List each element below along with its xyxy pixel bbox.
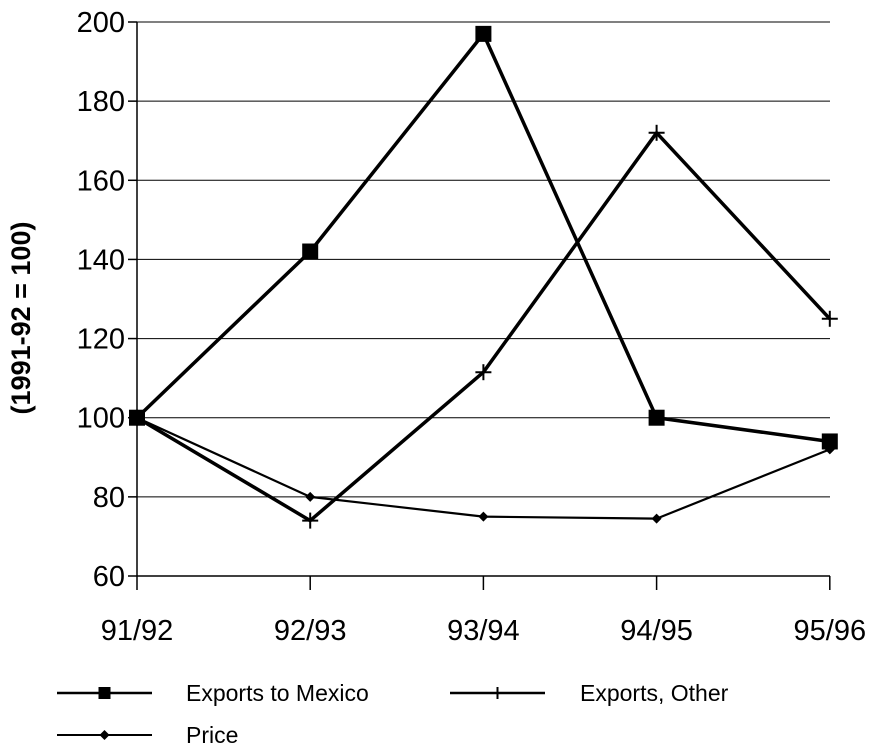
y-axis-title: (1991-92 = 100) — [6, 222, 36, 415]
y-tick-label-100: 100 — [77, 403, 125, 435]
legend-label-2: Price — [186, 722, 238, 748]
series-markers — [129, 25, 838, 529]
x-tick-labels: 91/92 92/93 93/94 94/95 95/96 — [101, 615, 866, 647]
series-0-point-1 — [302, 243, 319, 260]
y-tick-label-60: 60 — [93, 561, 125, 593]
series-line-2 — [136, 416, 831, 520]
gridlines — [137, 21, 830, 498]
x-tick-label-1: 92/93 — [274, 615, 347, 647]
series-2-point-3 — [651, 513, 662, 524]
series-0-point-4 — [821, 433, 838, 450]
series-2-point-4 — [824, 444, 835, 455]
series-2-point-0 — [132, 412, 142, 423]
series-1-point-1 — [302, 512, 319, 529]
y-tick-label-200: 200 — [77, 7, 125, 39]
axes — [128, 21, 831, 590]
series-1-point-2 — [475, 364, 492, 381]
series-line-1 — [136, 131, 832, 523]
x-tick-label-0: 91/92 — [101, 615, 174, 647]
y-tick-label-160: 160 — [77, 165, 125, 197]
legend-marker-2 — [99, 730, 110, 740]
series-0-point-3 — [648, 409, 665, 426]
series-1-point-3 — [648, 124, 665, 141]
y-tick-labels: 60 80 100 120 140 160 180 200 — [77, 7, 125, 593]
y-tick-label-80: 80 — [93, 482, 125, 514]
legend: Exports to Mexico Exports, Other Price — [57, 680, 729, 748]
series-2-point-1 — [305, 491, 316, 502]
x-tick-label-4: 95/96 — [794, 615, 867, 647]
legend-label-0: Exports to Mexico — [186, 680, 369, 706]
series-line-0 — [135, 32, 831, 444]
series-lines — [135, 32, 832, 523]
series-2-point-2 — [478, 511, 489, 522]
x-tick-label-3: 94/95 — [620, 615, 693, 647]
x-tick-label-2: 93/94 — [447, 615, 520, 647]
series-0-point-2 — [475, 25, 492, 42]
series-1-point-4 — [821, 310, 838, 327]
y-tick-label-140: 140 — [77, 244, 125, 276]
legend-marker-0 — [98, 687, 111, 699]
y-tick-label-120: 120 — [77, 324, 125, 356]
y-tick-label-180: 180 — [77, 86, 125, 118]
legend-label-1: Exports, Other — [580, 680, 729, 706]
